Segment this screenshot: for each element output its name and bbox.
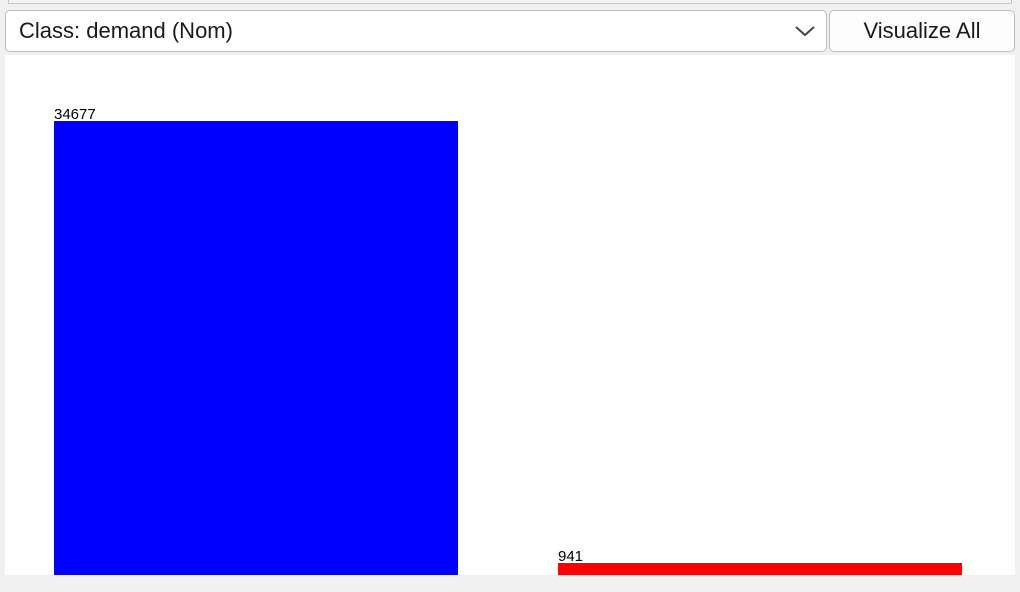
class-distribution-chart: 34677 941 [5,55,1015,575]
bar-value-label-1: 941 [558,548,583,565]
bar-value-label-0: 34677 [54,106,96,123]
bar-1[interactable] [558,563,962,575]
class-attribute-dropdown[interactable]: Class: demand (Nom) [5,10,827,52]
bar-0[interactable] [54,121,458,575]
visualize-all-button[interactable]: Visualize All [829,10,1015,52]
chevron-down-icon [792,21,818,41]
bottom-panel-edge [0,575,1020,592]
bar-chart-canvas: 34677 941 [54,106,962,575]
top-panel-edge [8,0,1012,4]
class-attribute-value: Class: demand (Nom) [19,18,233,43]
